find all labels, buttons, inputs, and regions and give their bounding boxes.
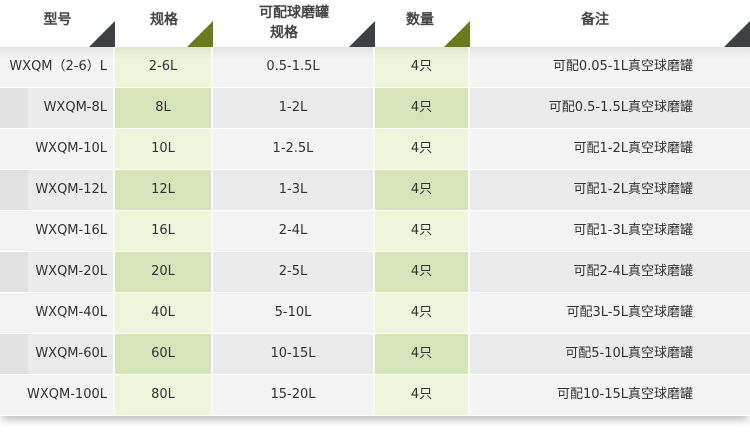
quantity-cell: 4只 [375, 129, 470, 169]
model-cell: WXQM（2-6）L [0, 47, 115, 87]
model-cell: WXQM-20L [0, 252, 115, 292]
header-jar-spec: 可配球磨罐 规格 [213, 0, 375, 47]
header-model-label: 型号 [43, 12, 72, 28]
table-row: WXQM-100L 80L 15-20L 4只 可配10-15L真空球磨罐 [0, 375, 750, 416]
corner-triangle-icon [349, 21, 375, 47]
table-row: WXQM（2-6）L 2-6L 0.5-1.5L 4只 可配0.05-1L真空球磨罐 [0, 47, 750, 88]
header-jar-spec-line1: 可配球磨罐 [259, 5, 329, 21]
remark-cell: 可配10-15L真空球磨罐 [470, 375, 750, 415]
model-cell: WXQM-10L [0, 129, 115, 169]
header-spec-label: 规格 [150, 12, 178, 28]
spec-cell: 20L [115, 252, 213, 292]
remark-cell: 可配0.05-1L真空球磨罐 [470, 47, 750, 87]
corner-triangle-icon [187, 21, 213, 47]
spec-cell: 2-6L [115, 47, 213, 87]
header-jar-spec-line2: 规格 [270, 25, 298, 41]
corner-triangle-icon [724, 21, 750, 47]
corner-triangle-icon [89, 21, 115, 47]
quantity-cell: 4只 [375, 252, 470, 292]
table-row: WXQM-16L 16L 2-4L 4只 可配1-3L真空球磨罐 [0, 211, 750, 252]
spec-cell: 12L [115, 170, 213, 210]
spec-cell: 10L [115, 129, 213, 169]
header-model: 型号 [0, 0, 115, 47]
table-row: WXQM-20L 20L 2-5L 4只 可配2-4L真空球磨罐 [0, 252, 750, 293]
jar-spec-cell: 15-20L [213, 375, 375, 415]
spec-cell: 60L [115, 334, 213, 374]
jar-spec-cell: 5-10L [213, 293, 375, 333]
remark-cell: 可配1-2L真空球磨罐 [470, 170, 750, 210]
model-cell: WXQM-12L [0, 170, 115, 210]
remark-cell: 可配1-3L真空球磨罐 [470, 211, 750, 251]
table-row: WXQM-60L 60L 10-15L 4只 可配5-10L真空球磨罐 [0, 334, 750, 375]
remark-cell: 可配5-10L真空球磨罐 [470, 334, 750, 374]
model-cell: WXQM-8L [0, 88, 115, 128]
spec-cell: 8L [115, 88, 213, 128]
table-row: WXQM-12L 12L 1-3L 4只 可配1-2L真空球磨罐 [0, 170, 750, 211]
jar-spec-cell: 2-4L [213, 211, 375, 251]
model-cell: WXQM-40L [0, 293, 115, 333]
jar-spec-cell: 1-2.5L [213, 129, 375, 169]
model-cell: WXQM-100L [0, 375, 115, 415]
remark-cell: 可配3L-5L真空球磨罐 [470, 293, 750, 333]
corner-triangle-icon [444, 21, 470, 47]
header-remark: 备注 [470, 0, 750, 47]
spec-cell: 40L [115, 293, 213, 333]
quantity-cell: 4只 [375, 293, 470, 333]
spec-cell: 16L [115, 211, 213, 251]
quantity-cell: 4只 [375, 211, 470, 251]
quantity-cell: 4只 [375, 334, 470, 374]
jar-spec-cell: 1-2L [213, 88, 375, 128]
remark-cell: 可配2-4L真空球磨罐 [470, 252, 750, 292]
remark-cell: 可配1-2L真空球磨罐 [470, 129, 750, 169]
table-row: WXQM-10L 10L 1-2.5L 4只 可配1-2L真空球磨罐 [0, 129, 750, 170]
header-quantity-label: 数量 [406, 12, 434, 28]
table-row: WXQM-40L 40L 5-10L 4只 可配3L-5L真空球磨罐 [0, 293, 750, 334]
jar-spec-cell: 2-5L [213, 252, 375, 292]
quantity-cell: 4只 [375, 375, 470, 415]
header-spec: 规格 [115, 0, 213, 47]
header-remark-label: 备注 [581, 12, 609, 28]
quantity-cell: 4只 [375, 47, 470, 87]
jar-spec-cell: 10-15L [213, 334, 375, 374]
model-cell: WXQM-60L [0, 334, 115, 374]
remark-cell: 可配0.5-1.5L真空球磨罐 [470, 88, 750, 128]
spec-table-body: WXQM（2-6）L 2-6L 0.5-1.5L 4只 可配0.05-1L真空球磨罐 WX… [0, 47, 750, 416]
header-quantity: 数量 [375, 0, 470, 47]
model-cell: WXQM-16L [0, 211, 115, 251]
jar-spec-cell: 0.5-1.5L [213, 47, 375, 87]
spec-cell: 80L [115, 375, 213, 415]
table-row: WXQM-8L 8L 1-2L 4只 可配0.5-1.5L真空球磨罐 [0, 88, 750, 129]
quantity-cell: 4只 [375, 170, 470, 210]
jar-spec-cell: 1-3L [213, 170, 375, 210]
quantity-cell: 4只 [375, 88, 470, 128]
